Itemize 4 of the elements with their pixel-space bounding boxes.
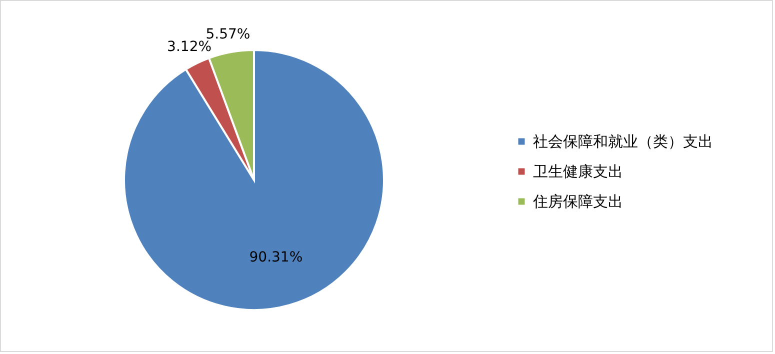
data-label: 90.31% (249, 250, 303, 266)
legend-label: 卫生健康支出 (533, 162, 623, 180)
legend-label: 社会保障和就业（类）支出 (533, 132, 713, 150)
legend-label: 住房保障支出 (532, 192, 623, 210)
